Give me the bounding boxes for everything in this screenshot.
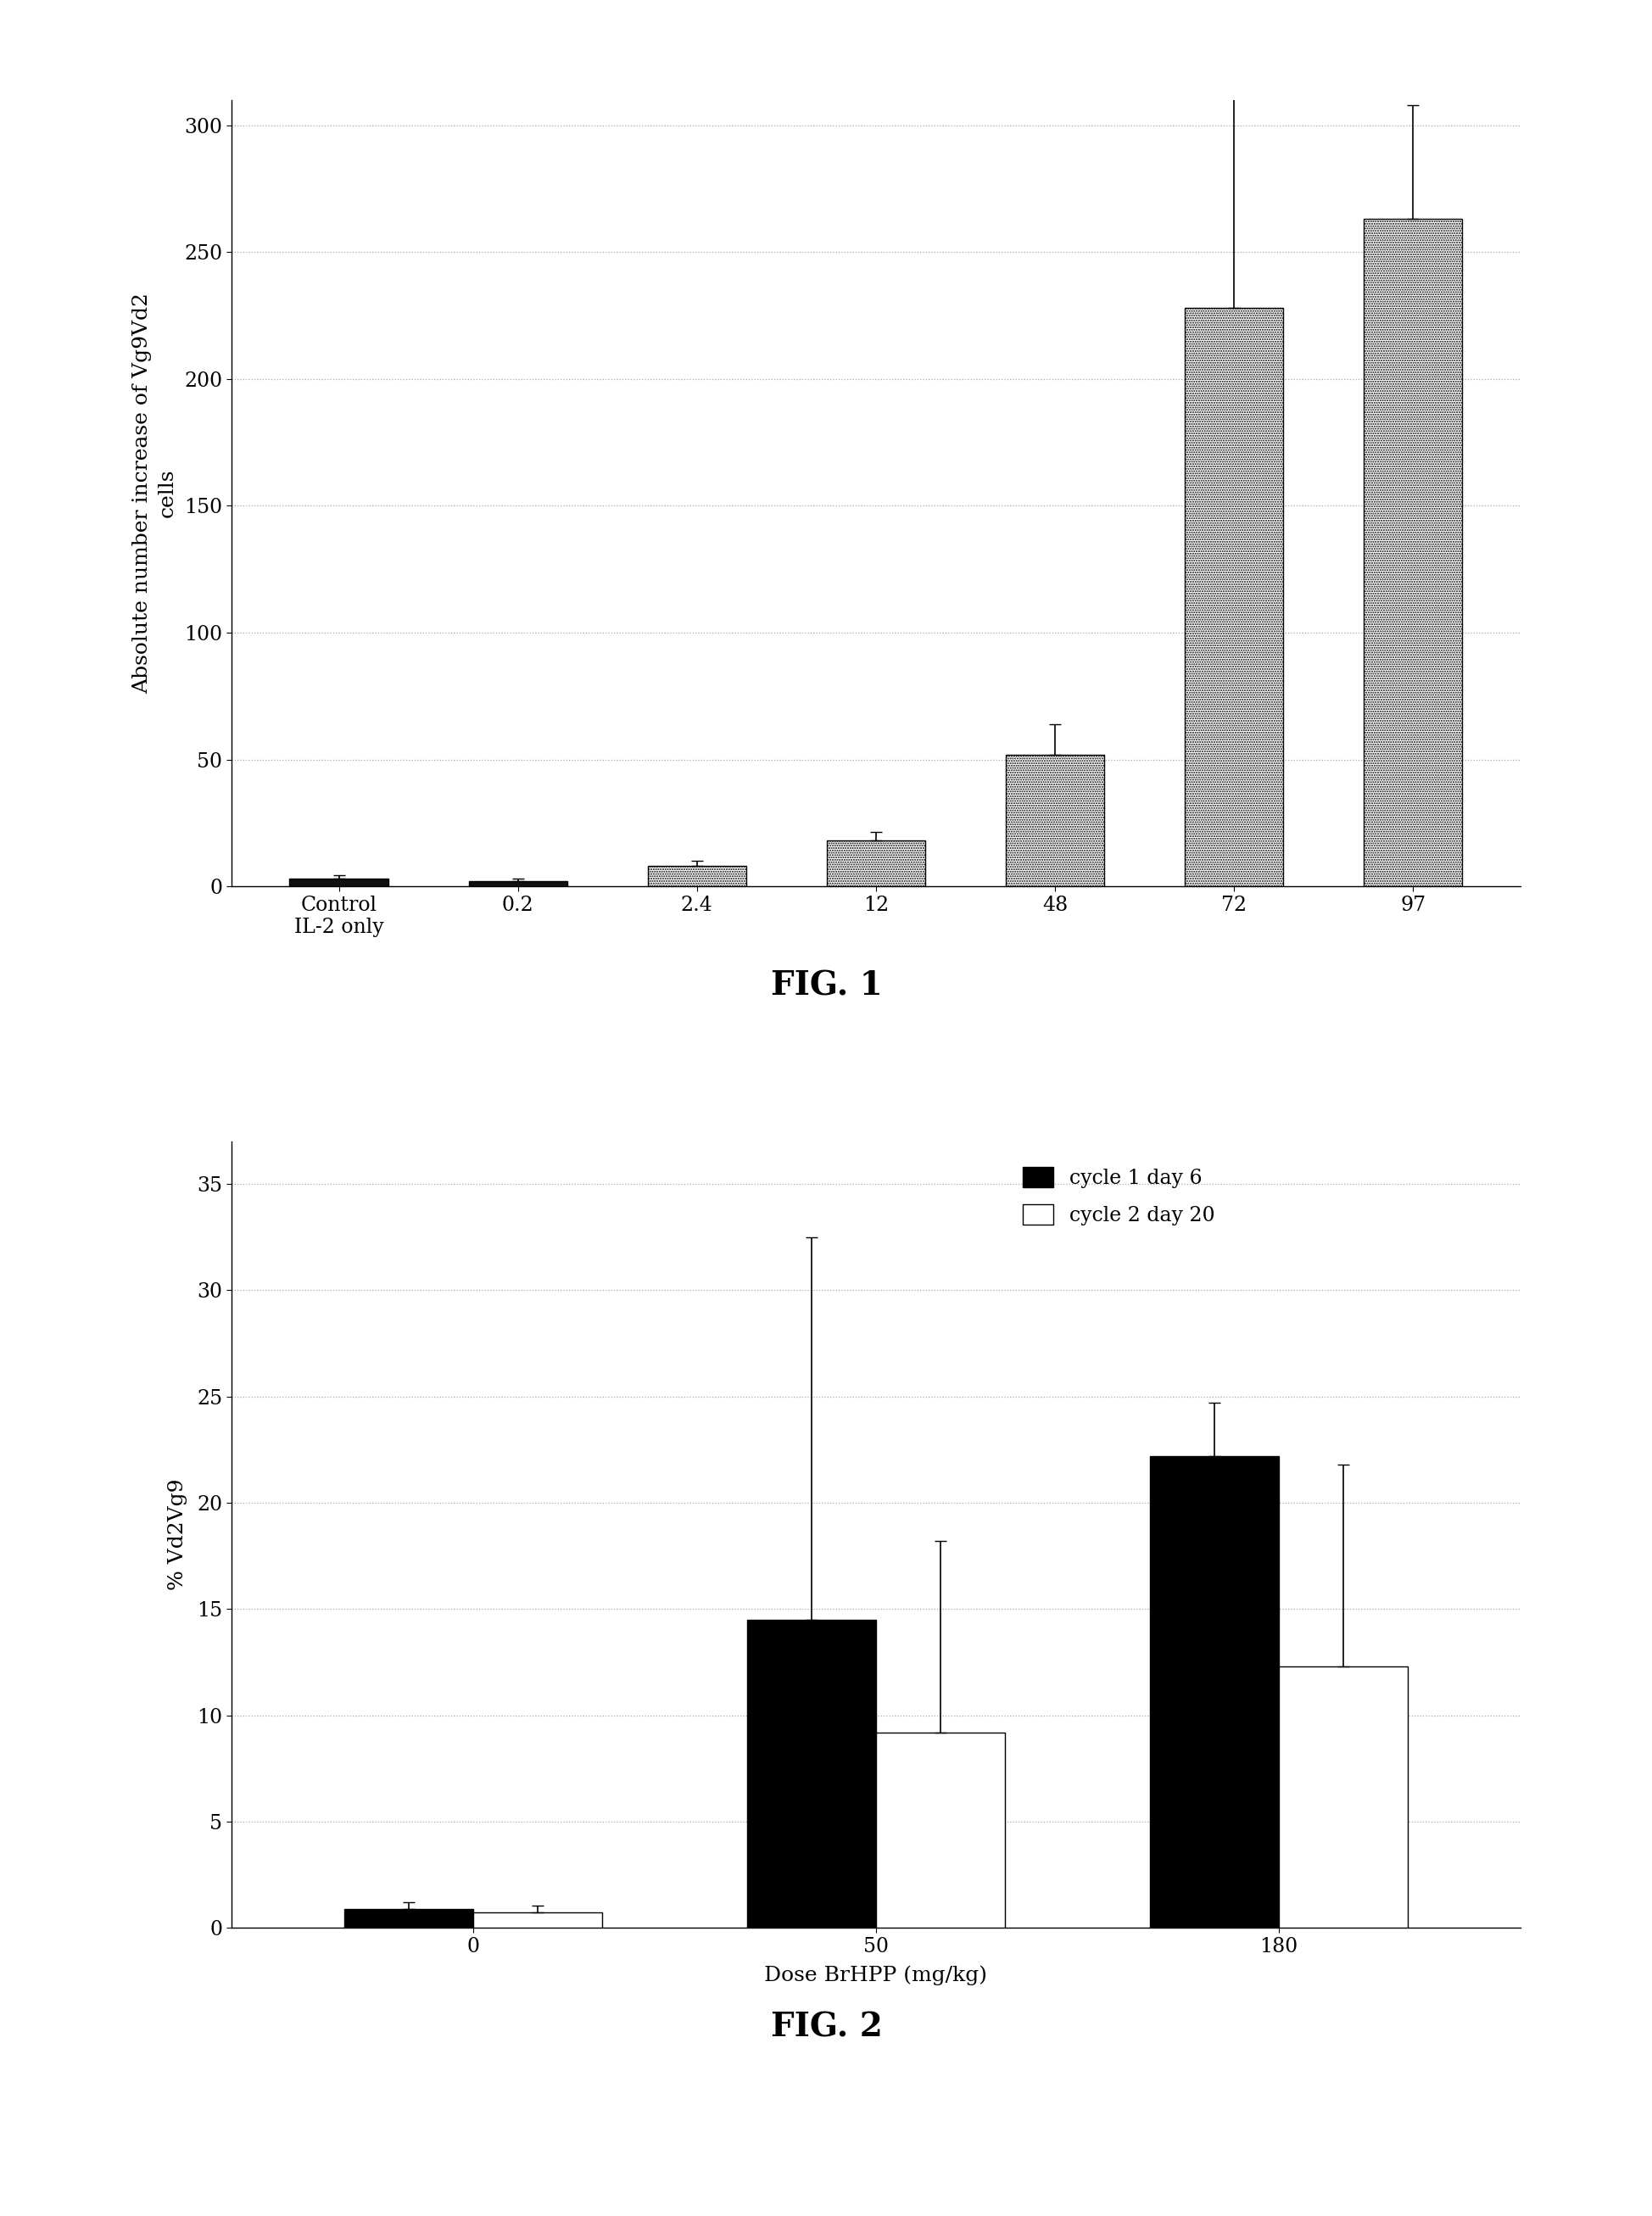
- Text: FIG. 2: FIG. 2: [770, 2012, 882, 2043]
- Bar: [648, 866, 745, 886]
- Text: FIG. 1: FIG. 1: [770, 971, 882, 1002]
- Bar: [747, 1620, 876, 1928]
- Bar: [1363, 219, 1462, 886]
- X-axis label: Dose BrHPP (mg/kg): Dose BrHPP (mg/kg): [765, 1966, 986, 1986]
- Legend: cycle 1 day 6, cycle 2 day 20: cycle 1 day 6, cycle 2 day 20: [1014, 1159, 1222, 1234]
- Bar: [876, 1733, 1004, 1928]
- Bar: [1279, 1666, 1408, 1928]
- Bar: [1006, 753, 1104, 886]
- Bar: [826, 840, 925, 886]
- Bar: [472, 1912, 601, 1928]
- Bar: [469, 882, 567, 886]
- Y-axis label: % Vd2Vg9: % Vd2Vg9: [169, 1478, 187, 1591]
- Bar: [1150, 1456, 1279, 1928]
- Bar: [289, 880, 388, 886]
- Bar: [1184, 308, 1282, 886]
- Bar: [344, 1908, 472, 1928]
- Y-axis label: Absolute number increase of Vg9Vd2
cells: Absolute number increase of Vg9Vd2 cells: [132, 293, 177, 694]
